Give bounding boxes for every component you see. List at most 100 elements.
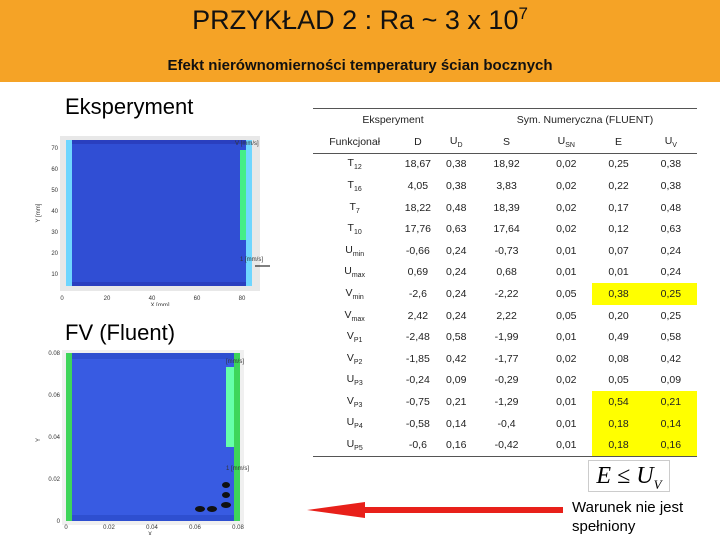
cell-sub: max (351, 272, 366, 280)
table-cell: 0,01 (556, 244, 577, 257)
table-row: UP5 -0,6 0,16 -0,42 0,01 0,18 0,16 (313, 434, 697, 457)
table-cell: 0,18 (592, 412, 645, 435)
x-tick-label: 60 (194, 296, 201, 302)
y-tick-label: 0 (57, 519, 61, 525)
table-row: Umin -0,66 0,24 -0,73 0,01 0,07 0,24 (313, 240, 697, 262)
row-name: Vmax (313, 305, 396, 327)
table-row: UP4 -0,58 0,14 -0,4 0,01 0,18 0,14 (313, 412, 697, 435)
table-cell: -2,48 (405, 331, 430, 344)
table-cell: 0,14 (644, 412, 697, 435)
table-cell: 0,25 (644, 283, 697, 305)
formula-op: ≤ (617, 463, 631, 489)
table-cell: 18,22 (404, 201, 432, 214)
cell-base: D (414, 135, 422, 148)
table-cell: 0,07 (608, 244, 629, 257)
arrow-shape (307, 502, 563, 518)
column-header: USN (540, 131, 593, 154)
table-cell: -0,75 (405, 395, 430, 408)
table-cell: -0,42 (472, 434, 541, 457)
x-axis-label: X (148, 532, 152, 535)
row-name: T12 (313, 153, 396, 175)
x-tick-label: 20 (104, 296, 111, 302)
x-tick-label: 0 (64, 525, 68, 531)
table-cell: -2,6 (408, 287, 427, 300)
cell-sub: P5 (354, 445, 363, 453)
table-cell: 0,02 (556, 374, 577, 387)
table-cell: -1,77 (494, 352, 519, 365)
row-name: VP2 (313, 348, 396, 370)
cell-base: S (503, 135, 511, 148)
row-name: UP3 (313, 370, 396, 392)
table-row: Vmin -2,6 0,24 -2,22 0,05 0,38 0,25 (313, 283, 697, 305)
y-tick-label: 0.06 (48, 393, 60, 399)
table-cell: 0,01 (556, 417, 577, 430)
cell-base: T (347, 178, 354, 191)
wall-flow (66, 353, 72, 521)
markers (195, 482, 231, 512)
cell-sub: min (352, 250, 365, 258)
y-tick-label: 10 (51, 272, 58, 278)
row-name: Vmin (313, 283, 396, 305)
table-cell: 0,02 (556, 352, 577, 365)
table-body: T12 18,67 0,38 18,92 0,02 0,25 0,38 T16 4,05 0,38… (313, 153, 697, 457)
y-tick-label: 0.08 (48, 351, 60, 357)
table-cell: 17,64 (493, 223, 520, 236)
y-tick-label: 20 (51, 251, 58, 257)
x-axis-label: X [mm] (151, 303, 170, 306)
row-name: VP1 (313, 326, 396, 348)
table-cell: 0,17 (608, 201, 629, 214)
column-header-row: Funkcjonał D UD S USN E UV (313, 131, 697, 154)
legend-title: V [mm/s] (235, 141, 259, 147)
table-cell: -1,99 (494, 331, 519, 344)
title-text: PRZYKŁAD 2 : Ra ~ 3 x 10 (192, 5, 519, 35)
formula-lhs: E (596, 463, 612, 489)
cell-sub: max (351, 315, 365, 323)
table-cell: 0,49 (608, 331, 629, 344)
cell-base: U (557, 134, 566, 147)
table-cell: 0,22 (608, 179, 629, 192)
column-header: E (592, 131, 645, 154)
title-exponent: 7 (518, 4, 528, 23)
row-name: UP5 (313, 434, 397, 457)
results-table: Eksperyment Sym. Numeryczna (FLUENT) Fun… (313, 108, 697, 457)
cell-base: U (344, 265, 352, 278)
table-cell: 0,68 (496, 266, 517, 279)
formula-rhs: U (636, 463, 654, 489)
table-cell: 0,54 (592, 391, 645, 413)
table-cell: 0,42 (445, 352, 467, 365)
cell-sub: P2 (353, 358, 363, 366)
cell-base: U (346, 416, 355, 429)
formula: E ≤ UV (588, 460, 670, 492)
cell-sub: D (457, 141, 463, 149)
table-cell: 0,38 (445, 179, 467, 192)
vector-label: 1 [mm/s] (240, 257, 263, 263)
table-cell: 0,24 (445, 309, 467, 322)
row-name: T10 (313, 218, 396, 240)
column-header: D (396, 131, 440, 154)
table-row: VP2 -1,85 0,42 -1,77 0,02 0,08 0,42 (313, 348, 697, 370)
y-tick-label: 0.02 (48, 477, 60, 483)
table-cell: 0,20 (608, 309, 629, 322)
table-cell: 18,92 (493, 158, 520, 171)
table-cell: -2,22 (494, 287, 519, 300)
cell-sub: 16 (353, 186, 362, 194)
row-name: Umax (313, 262, 396, 284)
table-cell: 0,63 (660, 223, 682, 236)
table-row: UP3 -0,24 0,09 -0,29 0,02 0,05 0,09 (313, 370, 697, 392)
table-cell: 0,58 (660, 331, 682, 344)
row-name: T7 (313, 197, 396, 219)
table-cell: 0,01 (540, 434, 593, 457)
group-header-row: Eksperyment Sym. Numeryczna (FLUENT) (313, 108, 697, 131)
table-cell: 0,24 (445, 287, 467, 300)
legend-title: [mm/s] (226, 359, 244, 365)
group-header: Eksperyment (313, 108, 473, 131)
wall-flow (66, 140, 72, 286)
cell-sub: SN (565, 141, 575, 149)
table-cell: 0,48 (445, 201, 467, 214)
title: PRZYKŁAD 2 : Ra ~ 3 x 107 (0, 4, 720, 36)
table-cell: 0,38 (660, 158, 682, 171)
cell-base: U (664, 134, 673, 147)
table-row: VP3 -0,75 0,21 -1,29 0,01 0,54 0,21 (313, 391, 697, 413)
table-cell: 0,24 (660, 266, 682, 279)
velocity-field-inner (72, 359, 234, 515)
